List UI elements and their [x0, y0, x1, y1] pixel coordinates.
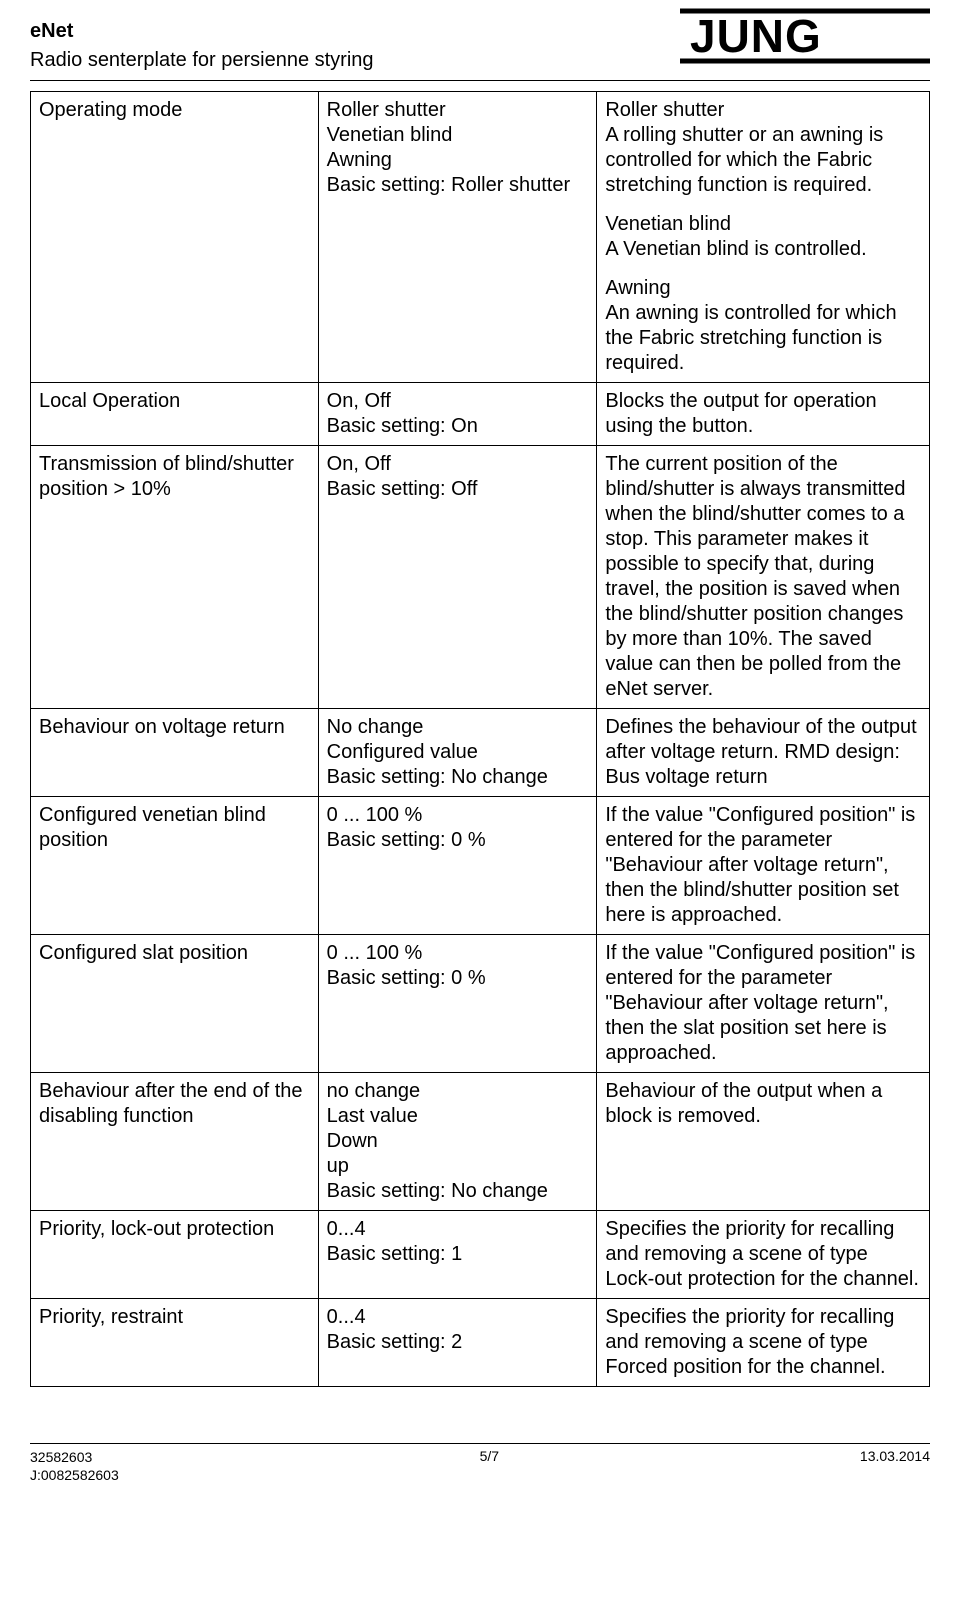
description-block: Specifies the priority for recalling and… — [605, 1305, 921, 1380]
param-description-cell: Roller shutter A rolling shutter or an a… — [597, 92, 930, 383]
description-block: Roller shutter A rolling shutter or an a… — [605, 98, 921, 198]
brand-logo: JUNG — [680, 8, 930, 74]
param-setting-cell: 0 ... 100 % Basic setting: 0 % — [318, 935, 597, 1073]
description-block: Venetian blind A Venetian blind is contr… — [605, 212, 921, 262]
description-block: Defines the behaviour of the output afte… — [605, 715, 921, 790]
header-underline — [30, 80, 930, 81]
footer-id1: 32582603 — [30, 1448, 119, 1466]
parameter-table: Operating modeRoller shutter Venetian bl… — [30, 91, 930, 1387]
param-name-cell: Configured venetian blind position — [31, 797, 319, 935]
param-name-cell: Operating mode — [31, 92, 319, 383]
table-row: Local OperationOn, Off Basic setting: On… — [31, 383, 930, 446]
table-row: Transmission of blind/shutter position >… — [31, 446, 930, 709]
param-setting-cell: 0...4 Basic setting: 1 — [318, 1211, 597, 1299]
footer-date: 13.03.2014 — [860, 1448, 930, 1464]
param-name-cell: Behaviour after the end of the disabling… — [31, 1073, 319, 1211]
description-block: Blocks the output for operation using th… — [605, 389, 921, 439]
param-name-cell: Priority, lock-out protection — [31, 1211, 319, 1299]
description-block: If the value "Configured position" is en… — [605, 803, 921, 928]
param-name-cell: Local Operation — [31, 383, 319, 446]
param-description-cell: Defines the behaviour of the output afte… — [597, 709, 930, 797]
param-description-cell: Specifies the priority for recalling and… — [597, 1299, 930, 1387]
page-footer: 32582603 J:0082582603 5/7 13.03.2014 — [30, 1443, 930, 1484]
param-description-cell: If the value "Configured position" is en… — [597, 935, 930, 1073]
table-row: Configured venetian blind position0 ... … — [31, 797, 930, 935]
param-setting-cell: On, Off Basic setting: On — [318, 383, 597, 446]
footer-page: 5/7 — [480, 1448, 499, 1464]
svg-text:JUNG: JUNG — [690, 10, 822, 62]
description-block: Awning An awning is controlled for which… — [605, 276, 921, 376]
param-setting-cell: Roller shutter Venetian blind Awning Bas… — [318, 92, 597, 383]
param-description-cell: Blocks the output for operation using th… — [597, 383, 930, 446]
param-description-cell: If the value "Configured position" is en… — [597, 797, 930, 935]
description-block: Behaviour of the output when a block is … — [605, 1079, 921, 1129]
description-block: If the value "Configured position" is en… — [605, 941, 921, 1066]
param-name-cell: Configured slat position — [31, 935, 319, 1073]
table-row: Operating modeRoller shutter Venetian bl… — [31, 92, 930, 383]
param-setting-cell: 0 ... 100 % Basic setting: 0 % — [318, 797, 597, 935]
table-row: Behaviour after the end of the disabling… — [31, 1073, 930, 1211]
param-description-cell: Specifies the priority for recalling and… — [597, 1211, 930, 1299]
footer-id2: J:0082582603 — [30, 1466, 119, 1484]
param-name-cell: Behaviour on voltage return — [31, 709, 319, 797]
table-row: Behaviour on voltage returnNo change Con… — [31, 709, 930, 797]
param-setting-cell: 0...4 Basic setting: 2 — [318, 1299, 597, 1387]
param-name-cell: Priority, restraint — [31, 1299, 319, 1387]
param-setting-cell: On, Off Basic setting: Off — [318, 446, 597, 709]
description-block: Specifies the priority for recalling and… — [605, 1217, 921, 1292]
param-setting-cell: no change Last value Down up Basic setti… — [318, 1073, 597, 1211]
param-description-cell: Behaviour of the output when a block is … — [597, 1073, 930, 1211]
table-row: Configured slat position0 ... 100 % Basi… — [31, 935, 930, 1073]
table-row: Priority, lock-out protection0...4 Basic… — [31, 1211, 930, 1299]
param-description-cell: The current position of the blind/shutte… — [597, 446, 930, 709]
description-block: The current position of the blind/shutte… — [605, 452, 921, 702]
param-name-cell: Transmission of blind/shutter position >… — [31, 446, 319, 709]
param-setting-cell: No change Configured value Basic setting… — [318, 709, 597, 797]
table-row: Priority, restraint0...4 Basic setting: … — [31, 1299, 930, 1387]
